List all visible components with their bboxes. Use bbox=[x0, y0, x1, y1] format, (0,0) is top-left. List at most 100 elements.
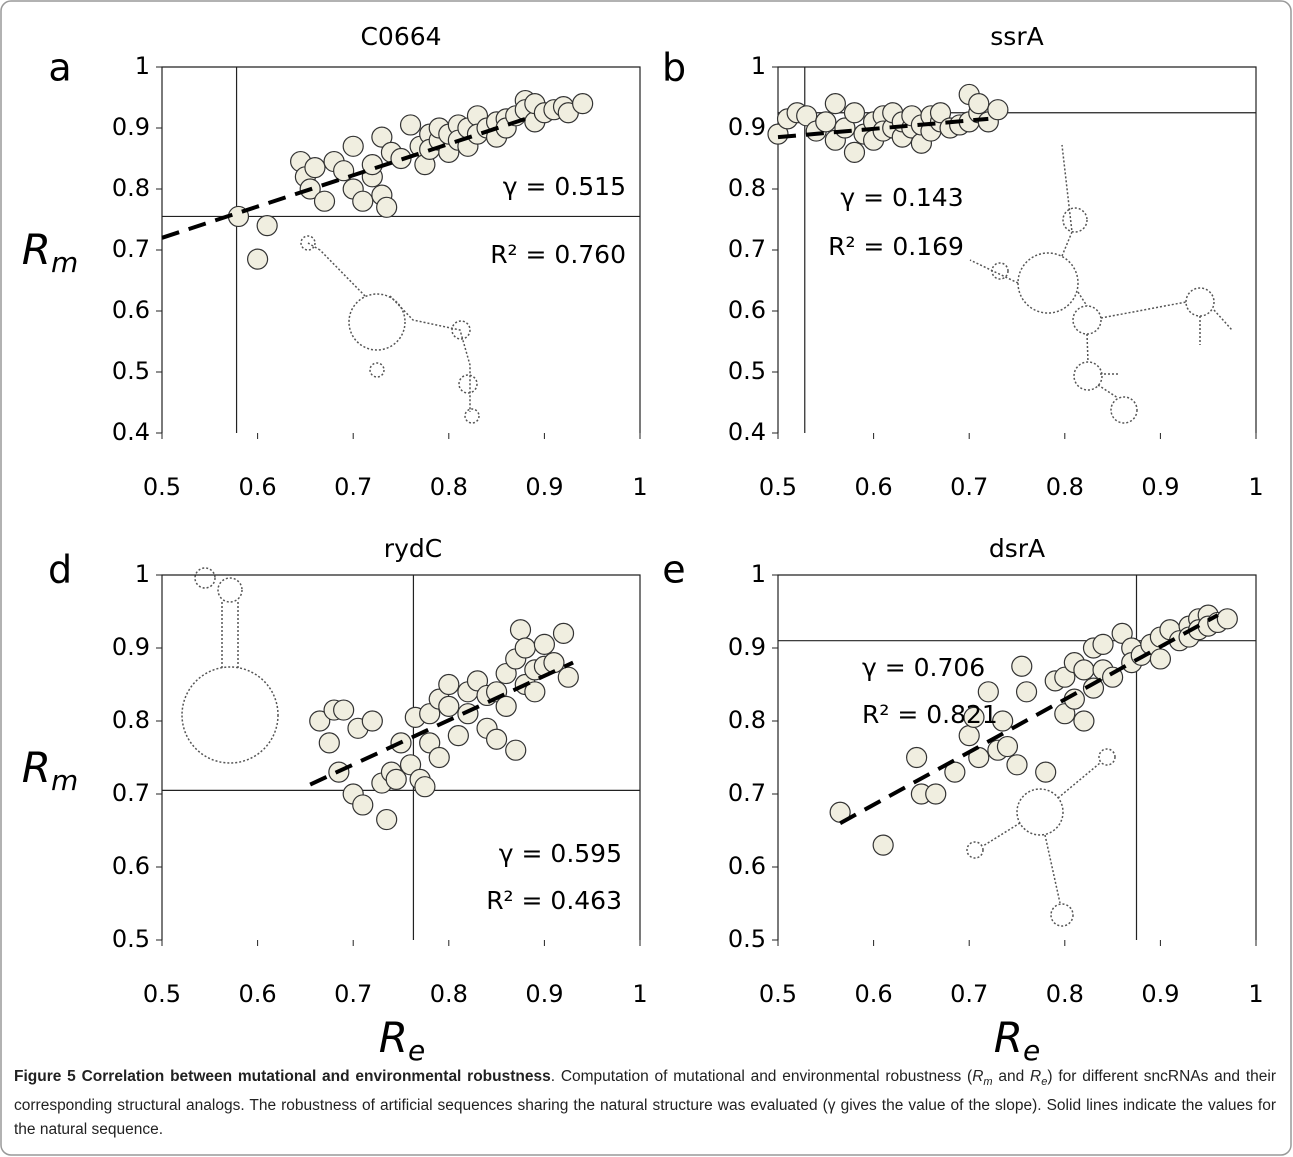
panel-title: C0664 bbox=[360, 22, 441, 51]
x-tick-label: 0.6 bbox=[239, 473, 277, 501]
point bbox=[514, 637, 536, 659]
point bbox=[929, 102, 952, 124]
point bbox=[1015, 681, 1038, 703]
x-axis-label: Re bbox=[379, 1013, 425, 1068]
point bbox=[872, 834, 894, 856]
panel-title: rydC bbox=[384, 534, 442, 563]
y-axis-label-sub: m bbox=[51, 246, 78, 279]
x-tick-label: 0.9 bbox=[1141, 473, 1179, 501]
point bbox=[1111, 622, 1133, 645]
y-tick-label: 0.9 bbox=[112, 633, 150, 661]
point bbox=[815, 111, 837, 133]
y-tick-label: 0.8 bbox=[112, 706, 150, 734]
point bbox=[1149, 648, 1172, 670]
point bbox=[438, 695, 460, 718]
panel-letter: b bbox=[662, 46, 686, 90]
annotation: γ = 0.515 bbox=[503, 172, 626, 201]
x-tick-label: 0.8 bbox=[1046, 980, 1084, 1008]
point bbox=[486, 728, 508, 750]
point bbox=[428, 746, 450, 769]
x-tick-label: 0.5 bbox=[143, 473, 181, 501]
point bbox=[371, 126, 393, 148]
point bbox=[1216, 608, 1238, 630]
annotation: R² = 0.169 bbox=[828, 232, 964, 261]
point bbox=[333, 699, 355, 721]
y-tick-label: 1 bbox=[135, 52, 150, 80]
x-tick-label: 0.7 bbox=[334, 980, 372, 1008]
y-axis-label: Rm bbox=[22, 225, 78, 280]
y-tick-label: 0.8 bbox=[728, 706, 766, 734]
annotation: γ = 0.143 bbox=[840, 183, 963, 212]
y-tick-label: 0.8 bbox=[112, 174, 150, 202]
annotation: R² = 0.463 bbox=[486, 886, 622, 915]
point bbox=[318, 732, 340, 754]
y-tick-label: 0.9 bbox=[112, 113, 150, 141]
x-tick-label: 0.9 bbox=[1141, 980, 1179, 1008]
point bbox=[987, 99, 1009, 121]
point bbox=[466, 670, 489, 692]
point bbox=[247, 248, 269, 270]
y-tick-label: 0.6 bbox=[728, 296, 766, 324]
caption-segment: Figure 5 Correlation between mutational … bbox=[14, 1068, 551, 1085]
x-tick-label: 0.9 bbox=[525, 473, 563, 501]
x-tick-label: 0.8 bbox=[430, 473, 468, 501]
caption-segment: R bbox=[972, 1068, 984, 1085]
caption-segment: e bbox=[1041, 1076, 1048, 1089]
point bbox=[385, 768, 407, 791]
x-tick-label: 0.6 bbox=[855, 473, 893, 501]
y-axis-label-main: R bbox=[22, 225, 51, 274]
y-tick-label: 0.5 bbox=[728, 925, 766, 953]
point bbox=[1035, 761, 1057, 783]
point bbox=[1054, 703, 1076, 725]
x-tick-label: 0.8 bbox=[430, 980, 468, 1008]
point bbox=[824, 92, 846, 115]
point bbox=[843, 141, 866, 163]
point bbox=[342, 135, 364, 157]
point bbox=[557, 666, 579, 688]
point bbox=[376, 196, 398, 218]
panel-letter: a bbox=[48, 46, 71, 90]
panel-title: ssrA bbox=[990, 22, 1043, 51]
point bbox=[309, 710, 331, 732]
y-tick-label: 0.4 bbox=[728, 418, 766, 446]
point bbox=[1092, 633, 1114, 655]
point bbox=[767, 123, 789, 145]
caption-segment: . Computation of mutational and environm… bbox=[550, 1068, 973, 1085]
point bbox=[419, 732, 441, 754]
x-tick-label: 0.6 bbox=[855, 980, 893, 1008]
point bbox=[399, 114, 422, 136]
y-tick-label: 0.6 bbox=[112, 296, 150, 324]
point bbox=[1054, 666, 1076, 688]
point bbox=[447, 724, 469, 747]
x-axis-label-main: R bbox=[379, 1013, 408, 1062]
point bbox=[963, 706, 985, 728]
y-tick-label: 0.5 bbox=[728, 357, 766, 385]
point bbox=[399, 754, 422, 776]
y-tick-label: 0.7 bbox=[112, 235, 150, 263]
axis-frame bbox=[161, 574, 641, 940]
point bbox=[495, 695, 517, 718]
annotation: γ = 0.706 bbox=[862, 653, 985, 682]
panel-letter: d bbox=[48, 548, 72, 592]
point bbox=[304, 157, 326, 179]
x-tick-label: 1 bbox=[632, 980, 647, 1008]
point bbox=[352, 190, 374, 212]
x-axis-label-main: R bbox=[994, 1013, 1023, 1062]
point bbox=[352, 794, 374, 816]
rna-structures bbox=[181, 144, 1233, 927]
caption: Figure 5 Correlation between mutational … bbox=[14, 1065, 1276, 1142]
caption-segment: m bbox=[983, 1076, 993, 1089]
y-tick-label: 1 bbox=[751, 560, 766, 588]
point bbox=[509, 619, 532, 641]
x-tick-label: 1 bbox=[1248, 980, 1263, 1008]
fit-line bbox=[309, 660, 574, 787]
y-tick-label: 0.7 bbox=[728, 235, 766, 263]
fit-line bbox=[777, 116, 989, 140]
point bbox=[552, 622, 575, 645]
fit-line bbox=[161, 113, 536, 240]
x-tick-label: 0.7 bbox=[950, 980, 988, 1008]
point bbox=[390, 147, 412, 170]
